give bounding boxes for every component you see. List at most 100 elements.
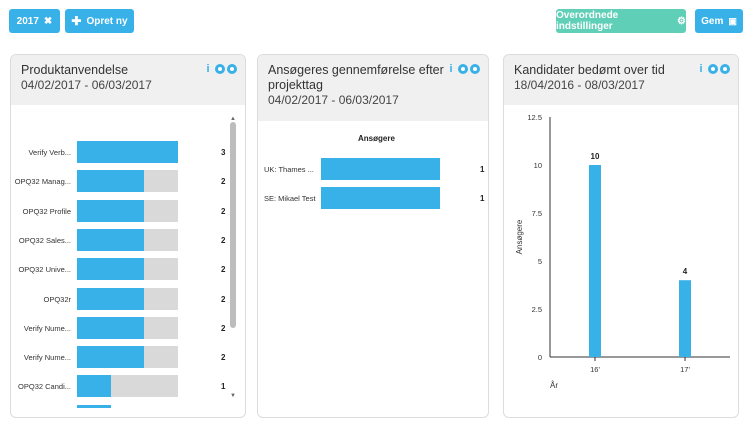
y-tick-label: 0 <box>538 353 542 362</box>
global-settings-label: Overordnede indstillinger <box>556 10 619 32</box>
candidates-over-time-panel: Kandidater bedømt over tid 18/04/2016 - … <box>503 54 739 418</box>
gear-icon: ⚙ <box>677 15 686 27</box>
row-label: Verify Verb... <box>28 148 71 157</box>
row-value: 2 <box>221 265 226 275</box>
row-value: 2 <box>221 323 226 333</box>
bar-track <box>77 170 178 193</box>
row-value: 2 <box>221 353 226 363</box>
row-label: Verify Nume... <box>23 323 71 333</box>
row-label: OPQ32 Sales... <box>18 235 71 245</box>
scroll-down-icon[interactable]: ▼ <box>230 393 236 399</box>
panel-title: Produktanvendelse <box>21 63 129 77</box>
chart-bar <box>679 280 691 357</box>
save-button[interactable]: Gem ▣ <box>695 9 743 33</box>
bar-fill[interactable] <box>77 170 145 193</box>
year-filter-chip[interactable]: 2017 ✖ <box>9 9 60 33</box>
bar-fill[interactable] <box>77 258 145 281</box>
y-tick-label: 2.5 <box>532 305 542 314</box>
row-label: UK: Thames ... <box>264 165 314 174</box>
bar-track <box>77 375 178 398</box>
bar-value-label: 10 <box>591 152 600 161</box>
y-axis-label: Ansøgere <box>515 219 524 254</box>
bar-fill[interactable] <box>77 228 145 251</box>
panel-header: Produktanvendelse 04/02/2017 - 06/03/201… <box>11 55 245 105</box>
row-value: 1 <box>480 194 485 203</box>
partial-bar <box>77 405 111 408</box>
global-settings-button[interactable]: Overordnede indstillinger ⚙ <box>556 9 686 33</box>
bar-track <box>321 158 440 180</box>
close-icon[interactable]: ✖ <box>43 15 53 27</box>
y-tick-label: 10 <box>534 161 542 170</box>
bar-track <box>77 258 178 281</box>
panel-date-range: 04/02/2017 - 06/03/2017 <box>268 93 399 107</box>
y-tick-label: 7.5 <box>532 209 542 218</box>
year-filter-label: 2017 <box>16 15 39 27</box>
bar-fill[interactable] <box>77 287 145 310</box>
panel-date-range: 04/02/2017 - 06/03/2017 <box>21 78 152 92</box>
panel-header: Kandidater bedømt over tid 18/04/2016 - … <box>504 55 738 105</box>
row-label: OPQ32r <box>43 294 71 304</box>
bar-fill[interactable] <box>321 158 440 180</box>
bar-fill[interactable] <box>321 187 440 209</box>
applicant-completion-panel: Ansøgeres gennemførelse efter projekttag… <box>257 54 489 418</box>
bar-fill[interactable] <box>77 141 178 163</box>
bar-track <box>77 228 178 251</box>
column-header: Ansøgere <box>358 134 395 143</box>
row-value: 2 <box>221 235 226 245</box>
row-label: Verify Nume... <box>23 353 71 363</box>
close-icon[interactable] <box>720 64 730 74</box>
info-icon[interactable]: i <box>206 63 210 75</box>
bar-track <box>77 346 178 369</box>
candidates-bar-chart: 0 2.5 5 7.5 10 12.5 Ansøgere 10 16' 4 17' År <box>515 113 730 390</box>
gear-icon[interactable] <box>458 64 468 74</box>
bar-fill[interactable] <box>77 346 145 369</box>
floppy-icon: ▣ <box>728 15 737 26</box>
row-label: OPQ32 Manag... <box>14 177 71 187</box>
x-tick-label: 16' <box>590 365 600 374</box>
row-value: 1 <box>221 382 226 392</box>
bar-track <box>321 187 440 209</box>
close-icon[interactable] <box>227 64 237 74</box>
bar-track <box>77 141 178 163</box>
x-tick-label: 17' <box>680 365 690 374</box>
bar-fill[interactable] <box>77 316 145 339</box>
product-usage-panel: Produktanvendelse 04/02/2017 - 06/03/201… <box>10 54 246 418</box>
save-label: Gem <box>701 15 724 27</box>
row-value: 2 <box>221 206 226 216</box>
row-value: 2 <box>221 177 226 187</box>
panel-actions: i <box>696 63 730 75</box>
panel-title: Kandidater bedømt over tid <box>514 63 665 77</box>
x-axis-label: År <box>550 381 558 390</box>
plus-icon: ✚ <box>71 14 82 28</box>
row-label: OPQ32 Profile <box>22 206 71 216</box>
scrollbar-thumb[interactable] <box>230 122 236 328</box>
bar-value-label: 4 <box>683 267 688 276</box>
row-label: OPQ32 Unive... <box>18 265 71 275</box>
panel-date-range: 18/04/2016 - 08/03/2017 <box>514 78 645 92</box>
info-icon[interactable]: i <box>699 63 703 75</box>
bar-track <box>77 199 178 222</box>
create-new-label: Opret ny <box>86 15 128 27</box>
y-tick-label: 12.5 <box>527 113 542 122</box>
gear-icon[interactable] <box>708 64 718 74</box>
chart-bar <box>589 165 601 357</box>
scroll-up-icon[interactable]: ▲ <box>230 116 236 122</box>
scrollbar[interactable]: ▲ ▼ <box>229 116 237 405</box>
create-new-button[interactable]: ✚ Opret ny <box>65 9 134 33</box>
panel-actions: i <box>446 63 480 75</box>
panel-header: Ansøgeres gennemførelse efter projekttag… <box>258 55 488 121</box>
bar-fill[interactable] <box>77 199 145 222</box>
row-value: 1 <box>480 165 485 174</box>
bar-fill[interactable] <box>77 375 111 398</box>
panel-actions: i <box>203 63 237 75</box>
panel-title-line2: projekttag <box>268 78 323 92</box>
info-icon[interactable]: i <box>449 63 453 75</box>
row-value: 2 <box>221 294 226 304</box>
close-icon[interactable] <box>470 64 480 74</box>
row-value: 3 <box>221 148 226 157</box>
bar-track <box>77 287 178 310</box>
row-label: SE: Mikael Test <box>264 194 316 203</box>
gear-icon[interactable] <box>215 64 225 74</box>
y-tick-label: 5 <box>538 257 542 266</box>
bar-track <box>77 316 178 339</box>
